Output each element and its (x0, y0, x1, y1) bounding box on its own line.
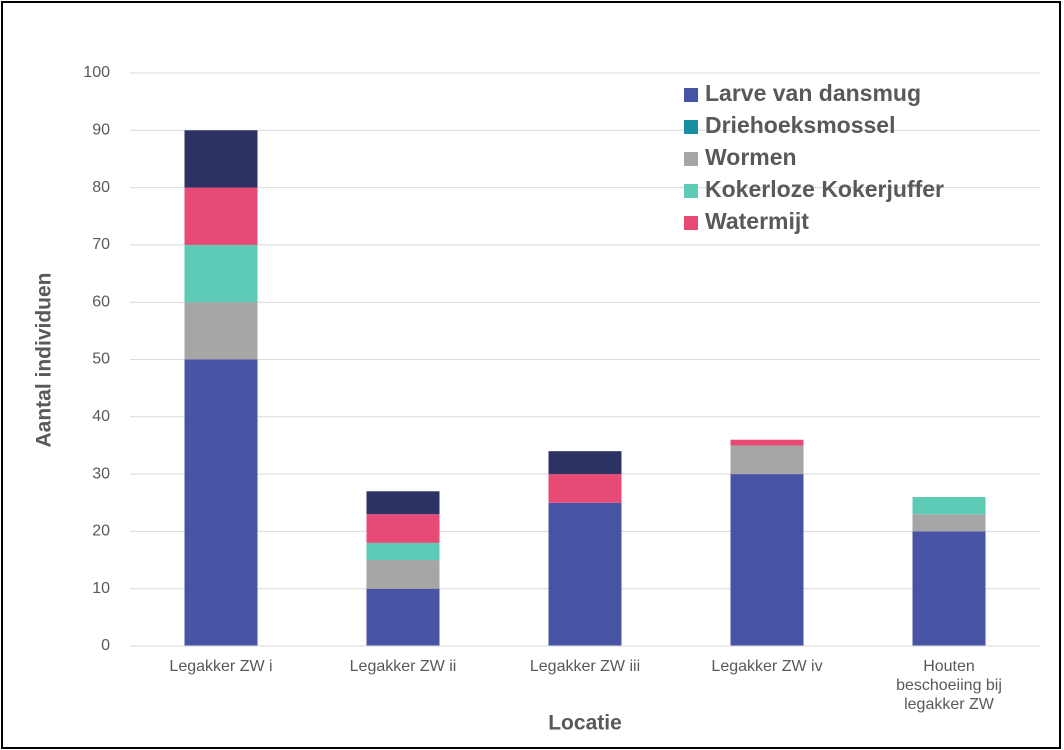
legend-label: Larve van dansmug (705, 80, 921, 106)
x-tick-label: Houten beschoeiing bij legakker ZW (896, 658, 1002, 713)
bar-segment (184, 130, 258, 188)
y-tick-label: 80 (92, 179, 110, 196)
legend-label: Watermijt (705, 208, 809, 234)
x-tick-label: Legakker ZW ii (349, 658, 457, 675)
legend-label: Kokerloze Kokerjuffer (705, 176, 944, 202)
y-tick-label: 40 (92, 408, 110, 425)
y-tick-label: 90 (92, 122, 110, 139)
bar-segment (730, 474, 804, 646)
bar-segment (366, 514, 440, 543)
bar-segment (548, 502, 622, 646)
x-tick-label: Legakker ZW iii (529, 658, 641, 675)
y-tick-label: 30 (92, 465, 110, 482)
bar-segment (366, 542, 440, 561)
y-tick-label: 70 (92, 236, 110, 253)
bar-segment (912, 497, 986, 515)
y-tick-label: 20 (92, 523, 110, 540)
bar-segment (548, 474, 622, 503)
legend-swatch (684, 120, 698, 134)
bar-segment (184, 302, 258, 360)
bar-segment (730, 445, 804, 475)
legend-swatch (684, 184, 698, 198)
bar-segment (184, 244, 258, 303)
y-tick-label: 0 (101, 637, 110, 654)
legend-label: Driehoeksmossel (705, 112, 895, 138)
x-axis-title: Locatie (548, 712, 622, 735)
bar-segment (366, 588, 440, 646)
y-tick-label: 60 (92, 293, 110, 310)
legend-label: Wormen (705, 144, 797, 170)
y-tick-label: 10 (92, 580, 110, 597)
legend-swatch (684, 152, 698, 166)
bar-segment (912, 514, 986, 532)
bar-segment (184, 187, 258, 245)
bar-segment (184, 359, 258, 646)
bar-segment (366, 560, 440, 589)
bar-segment (366, 491, 440, 515)
bar-segment (730, 439, 804, 446)
bar-segment (548, 451, 622, 475)
legend-swatch (684, 216, 698, 230)
y-tick-label: 100 (83, 64, 110, 81)
x-tick-label: Legakker ZW i (169, 658, 273, 675)
legend-swatch (684, 88, 698, 102)
y-axis-title: Aantal individuen (33, 272, 56, 447)
x-tick-label: Legakker ZW iv (711, 658, 823, 675)
bar-segment (912, 531, 986, 646)
y-tick-label: 50 (92, 351, 110, 368)
